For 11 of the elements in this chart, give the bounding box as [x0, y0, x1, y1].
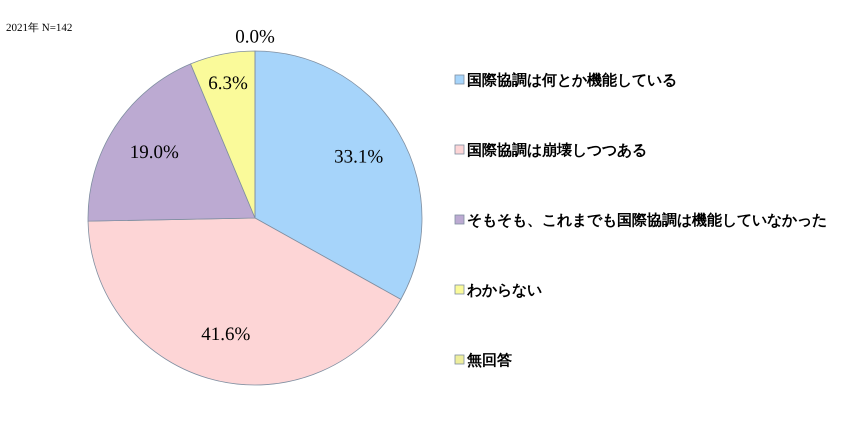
legend-label: わからない — [466, 281, 542, 299]
legend-label: 国際協調は何とか機能している — [467, 71, 677, 89]
legend-label: そもそも、これまでも国際協調は機能していなかった — [467, 211, 827, 229]
legend-label: 国際協調は崩壊しつつある — [467, 141, 647, 159]
chart-title: 2021年 N=142 — [6, 22, 72, 34]
legend-label: 無回答 — [466, 351, 512, 369]
data-label: 6.3% — [208, 73, 248, 94]
text: 0.0% — [235, 26, 275, 48]
data-label: 19.0% — [130, 142, 180, 163]
data-label: 33.1% — [334, 146, 384, 168]
data-label: 41.6% — [201, 324, 251, 346]
